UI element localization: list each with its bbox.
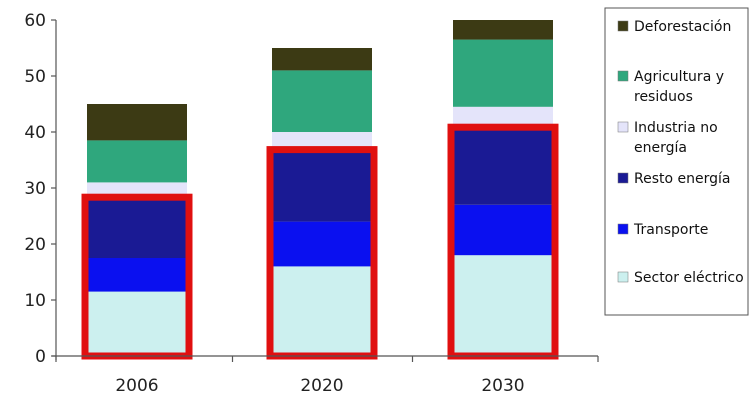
legend-label-2: Resto energía xyxy=(634,171,730,187)
legend-swatch-3 xyxy=(617,121,629,133)
y-tick-label-20: 20 xyxy=(24,235,46,255)
legend-swatch-4 xyxy=(617,70,629,82)
legend: Deforestación Agricultura y residuos Indust… xyxy=(604,7,749,316)
bar-segment-2020-4 xyxy=(272,70,372,132)
legend-label-0: Sector eléctrico xyxy=(634,270,744,286)
legend-label-1: Transporte xyxy=(633,222,708,238)
bar-segment-2030-2 xyxy=(453,129,553,205)
bar-segment-2030-0 xyxy=(453,255,553,356)
legend-label-3: Industria no xyxy=(634,120,718,136)
x-tick-label-2020: 2020 xyxy=(300,376,343,396)
legend-swatch-0 xyxy=(617,271,629,283)
legend-swatch-5 xyxy=(617,20,629,32)
legend-box xyxy=(604,7,749,316)
bar-segment-2030-4 xyxy=(453,39,553,107)
bar-segment-2020-1 xyxy=(272,221,372,267)
y-tick-label-10: 10 xyxy=(24,291,46,311)
bar-segment-2030-1 xyxy=(453,204,553,256)
x-tick-label-2030: 2030 xyxy=(481,376,524,396)
bar-segment-2006-2 xyxy=(87,199,187,258)
bars-group xyxy=(81,20,559,360)
y-tick-label-0: 0 xyxy=(35,347,46,367)
bar-segment-2006-4 xyxy=(87,140,187,183)
bar-segment-2006-1 xyxy=(87,258,187,292)
bar-segment-2020-2 xyxy=(272,151,372,222)
legend-swatch-1 xyxy=(617,223,629,235)
y-tick-label-60: 60 xyxy=(24,11,46,31)
bar-segment-2030-3 xyxy=(453,106,553,130)
legend-label-5: Deforestación xyxy=(634,19,731,35)
bar-segment-2006-0 xyxy=(87,291,187,356)
y-tick-label-30: 30 xyxy=(24,179,46,199)
x-tick-label-2006: 2006 xyxy=(115,376,158,396)
legend-label-3: energía xyxy=(634,140,687,156)
y-tick-label-50: 50 xyxy=(24,67,46,87)
y-tick-label-40: 40 xyxy=(24,123,46,143)
legend-swatch-2 xyxy=(617,172,629,184)
bar-segment-2020-5 xyxy=(272,48,372,71)
legend-label-4: Agricultura y xyxy=(634,69,724,85)
bar-segment-2030-5 xyxy=(453,20,553,40)
bar-segment-2020-0 xyxy=(272,266,372,356)
bar-segment-2006-5 xyxy=(87,104,187,141)
legend-label-4: residuos xyxy=(634,89,693,105)
